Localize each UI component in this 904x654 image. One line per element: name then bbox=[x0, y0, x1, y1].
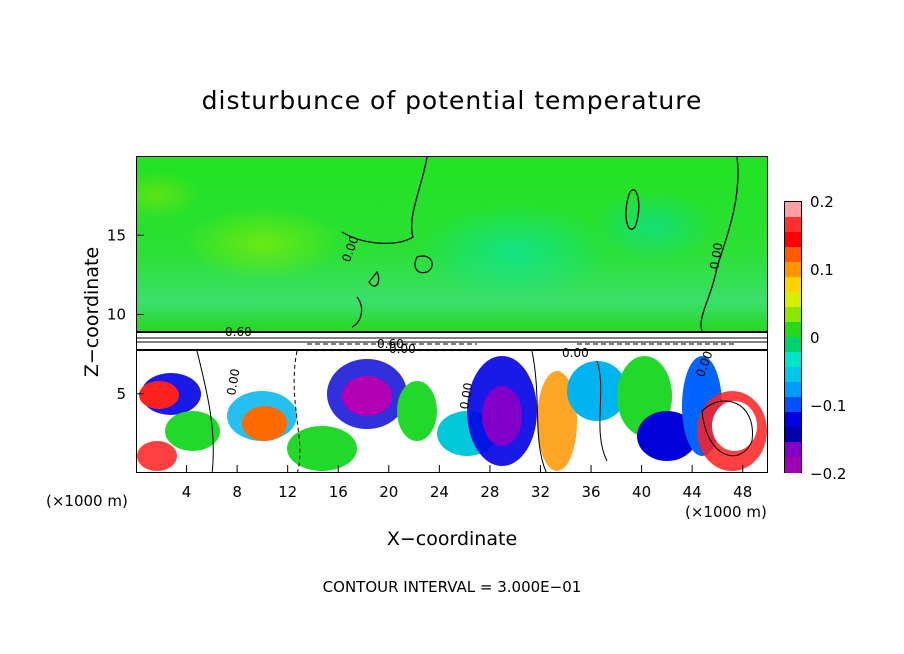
colorbar-segment bbox=[785, 427, 801, 443]
x-tick-label: 24 bbox=[430, 483, 449, 501]
field-blob bbox=[287, 426, 357, 471]
contour-label: 0.60 bbox=[225, 325, 252, 339]
colorbar-segment bbox=[785, 397, 801, 413]
upper-field bbox=[137, 157, 767, 331]
x-tick-label: 8 bbox=[232, 483, 242, 501]
colorbar-segment bbox=[785, 262, 801, 278]
field-blob bbox=[712, 401, 757, 451]
lower-field bbox=[137, 351, 767, 472]
y-tick-label: 15 bbox=[107, 226, 126, 244]
contour-label: 0.00 bbox=[389, 342, 416, 356]
x-tick-label: 4 bbox=[182, 483, 192, 501]
inversion-band bbox=[137, 331, 767, 351]
contour-interval-note: CONTOUR INTERVAL = 3.000E−01 bbox=[322, 578, 582, 596]
x-tick-label: 20 bbox=[379, 483, 398, 501]
colorbar-tick-label: −0.2 bbox=[810, 465, 847, 483]
band-contours bbox=[137, 337, 767, 345]
contour-label: 0.00 bbox=[562, 346, 589, 360]
x-tick-label: 12 bbox=[278, 483, 297, 501]
field-blob bbox=[137, 441, 177, 471]
colorbar-segment bbox=[785, 337, 801, 353]
y-tick-label: 10 bbox=[107, 306, 126, 324]
colorbar-tick-label: 0 bbox=[810, 329, 820, 347]
colorbar-segment bbox=[785, 457, 801, 473]
x-axis-label: X−coordinate bbox=[386, 528, 518, 550]
colorbar-segment bbox=[785, 247, 801, 263]
colorbar-segment bbox=[785, 367, 801, 383]
colorbar-segment bbox=[785, 322, 801, 338]
field-blob bbox=[242, 406, 287, 441]
field-blob bbox=[397, 381, 437, 441]
y-tick-label: 5 bbox=[116, 385, 126, 403]
field-blob bbox=[139, 381, 179, 409]
upper-contours bbox=[341, 157, 739, 331]
x-tick-label: 28 bbox=[480, 483, 499, 501]
y-axis-label: Z−coordinate bbox=[81, 246, 103, 378]
colorbar bbox=[784, 201, 802, 473]
x-unit-label: (×1000 m) bbox=[685, 503, 767, 521]
colorbar-tick-label: 0.2 bbox=[810, 193, 834, 211]
colorbar-segment bbox=[785, 442, 801, 458]
y-unit-label: (×1000 m) bbox=[46, 492, 128, 510]
field-blob bbox=[342, 376, 392, 416]
colorbar-segment bbox=[785, 352, 801, 368]
colorbar-segment bbox=[785, 277, 801, 293]
colorbar-tick-label: −0.1 bbox=[810, 397, 847, 415]
colorbar-segment bbox=[785, 307, 801, 323]
colorbar-segment bbox=[785, 232, 801, 248]
x-tick-label: 40 bbox=[632, 483, 651, 501]
x-tick-label: 32 bbox=[531, 483, 550, 501]
x-tick-label: 16 bbox=[329, 483, 348, 501]
x-tick-label: 36 bbox=[581, 483, 600, 501]
plot-area: 0.60 0.00 0.00 0.00 0.60 0.00 0.00 0.00 … bbox=[136, 156, 768, 473]
lower-contours bbox=[196, 351, 753, 472]
colorbar-segment bbox=[785, 382, 801, 398]
colorbar-segment bbox=[785, 292, 801, 308]
x-tick-label: 48 bbox=[733, 483, 752, 501]
colorbar-segment bbox=[785, 202, 801, 218]
x-tick-label: 44 bbox=[683, 483, 702, 501]
colorbar-tick-label: 0.1 bbox=[810, 261, 834, 279]
field-blob bbox=[482, 386, 522, 446]
contour-label: 0.60 bbox=[377, 337, 404, 351]
colorbar-segment bbox=[785, 217, 801, 233]
colorbar-segment bbox=[785, 412, 801, 428]
chart-title: disturbunce of potential temperature bbox=[201, 86, 703, 115]
